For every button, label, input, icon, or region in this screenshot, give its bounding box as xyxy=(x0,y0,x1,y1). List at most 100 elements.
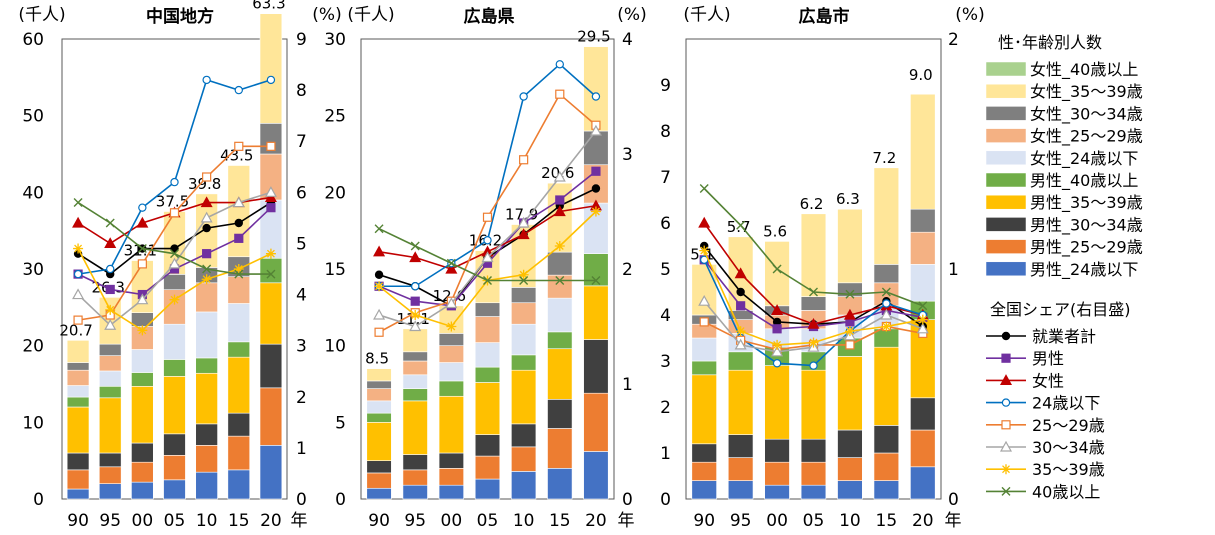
share-line-marker xyxy=(553,170,566,182)
bar-segment xyxy=(691,360,717,376)
share-line-marker xyxy=(699,245,710,256)
bar-segment xyxy=(727,434,754,458)
bar-segment xyxy=(438,395,464,454)
legend-label: 男性_24歳以下 xyxy=(1030,260,1138,280)
share-line-marker xyxy=(233,264,244,274)
y2-tick-label: 2 xyxy=(622,260,633,280)
legend-label: 女性_30〜34歳 xyxy=(1030,104,1143,124)
bar-segment xyxy=(837,208,863,284)
bar-segment xyxy=(727,480,754,500)
bar-segment xyxy=(547,399,573,429)
legend-label: 女性_24歳以下 xyxy=(1030,149,1138,169)
bar-total-label: 6.2 xyxy=(800,195,824,213)
bar-segment xyxy=(195,282,218,313)
share-line-marker xyxy=(265,248,276,259)
share-line-marker xyxy=(772,324,782,334)
bar-segment xyxy=(366,422,392,461)
legend-line-marker xyxy=(1001,331,1011,341)
y-tick-label: 5 xyxy=(660,260,671,280)
share-line-marker xyxy=(735,326,746,337)
y2-tick-label: 5 xyxy=(296,234,307,254)
legend-label: 男性 xyxy=(1032,349,1064,368)
share-line-marker xyxy=(168,257,181,269)
bar-segment xyxy=(583,130,609,166)
bar-segment xyxy=(837,480,863,500)
y2-axis-unit: (%) xyxy=(312,5,341,25)
bar-segment xyxy=(511,323,537,356)
bar-segment xyxy=(583,451,609,500)
share-line-marker xyxy=(72,216,85,228)
share-line-marker xyxy=(555,195,565,205)
share-line-marker xyxy=(105,284,115,295)
bar-total-label: 5.6 xyxy=(763,222,787,240)
legend: 性･年齢別人数女性_40歳以上女性_35〜39歳女性_30〜34歳女性_25〜2… xyxy=(985,33,1143,501)
x-tick-label: 00 xyxy=(766,511,788,531)
bar-segment xyxy=(511,287,537,304)
bar-total-label: 6.3 xyxy=(836,190,860,208)
share-line-marker xyxy=(234,218,243,228)
bar-segment xyxy=(163,376,186,435)
share-line-marker xyxy=(445,297,458,309)
bar-segment xyxy=(910,429,936,468)
share-line-marker xyxy=(73,269,83,279)
bar-segment xyxy=(691,443,717,463)
bar-total-label: 63.3 xyxy=(252,0,285,13)
share-line-marker xyxy=(202,75,211,85)
share-line-marker xyxy=(266,269,276,279)
legend-label: 女性_40歳以上 xyxy=(1030,60,1138,80)
y-tick-label: 7 xyxy=(660,168,671,188)
chart-title: 広島県 xyxy=(464,6,515,27)
bar-segment xyxy=(800,438,827,463)
bar-segment xyxy=(764,438,790,463)
bar-segment xyxy=(163,359,186,377)
x-tick-label: 15 xyxy=(228,511,250,531)
bar-segment xyxy=(800,484,827,500)
y2-tick-label: 3 xyxy=(296,337,307,357)
x-axis-unit: 年 xyxy=(291,511,308,531)
bar-segment xyxy=(474,342,501,368)
y2-tick-label: 0 xyxy=(622,490,633,510)
share-line-marker xyxy=(266,203,276,213)
bar-segment xyxy=(66,362,90,371)
share-line-marker xyxy=(843,308,856,320)
bar-segment xyxy=(98,452,122,468)
share-line-marker xyxy=(519,276,529,285)
y2-tick-label: 2 xyxy=(948,30,959,50)
y-axis-unit: (千人) xyxy=(18,5,65,25)
y-axis-unit: (千人) xyxy=(347,5,394,25)
share-line-marker xyxy=(517,216,530,228)
y-tick-label: 2 xyxy=(660,398,671,418)
bar-segment xyxy=(66,452,90,471)
y-tick-label: 50 xyxy=(22,107,44,127)
share-line-marker xyxy=(446,258,456,268)
share-line-marker xyxy=(169,294,180,305)
bar-segment xyxy=(438,345,464,363)
y-tick-label: 30 xyxy=(22,260,44,280)
x-tick-label: 90 xyxy=(368,511,390,531)
legend-swatch xyxy=(985,172,1027,188)
bar-segment xyxy=(227,412,251,437)
bar-segment xyxy=(873,425,900,454)
bar-segment xyxy=(366,460,392,474)
share-line-marker xyxy=(481,251,494,263)
legend-swatch xyxy=(985,61,1027,77)
share-line-marker xyxy=(104,318,117,330)
legend-swatch xyxy=(985,239,1027,254)
bar-segment xyxy=(764,484,790,500)
bar-segment xyxy=(547,428,573,469)
x-tick-label: 05 xyxy=(477,511,499,531)
legend-label: 30〜34歳 xyxy=(1032,438,1105,457)
bar-segment xyxy=(837,356,863,431)
share-line-marker xyxy=(519,92,528,101)
bar-total-label: 43.5 xyxy=(220,147,253,165)
share-line-marker xyxy=(518,269,529,280)
bar-segment xyxy=(547,297,573,333)
chart-title: 広島市 xyxy=(799,6,850,27)
share-line-marker xyxy=(374,224,384,234)
share-line-marker xyxy=(591,276,601,285)
share-line-marker xyxy=(807,317,820,329)
y2-tick-label: 8 xyxy=(296,81,307,101)
bar-segment xyxy=(438,452,464,469)
bar-segment xyxy=(873,452,900,481)
bar-segment xyxy=(98,483,122,500)
